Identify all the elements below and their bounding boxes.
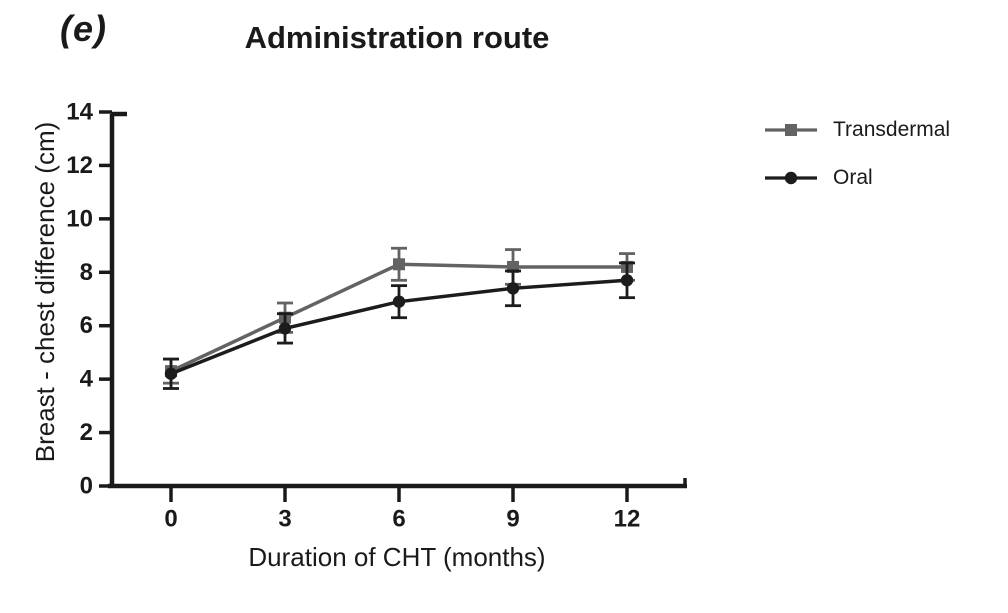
legend-label-oral: Oral	[833, 166, 873, 189]
circle-marker	[506, 282, 520, 295]
square-marker	[393, 258, 405, 271]
circle-marker	[620, 274, 634, 287]
y-tick-label: 2	[80, 419, 93, 446]
circle-marker	[278, 322, 292, 335]
chart-legend: Transdermal Oral	[765, 118, 950, 214]
y-tick-label: 10	[66, 205, 93, 232]
panel-label: (e)	[60, 8, 107, 49]
y-tick-label: 6	[80, 312, 93, 339]
legend-circle-marker	[784, 171, 798, 185]
x-axis-label: Duration of CHT (months)	[248, 542, 546, 572]
x-tick-label: 3	[278, 506, 291, 533]
y-tick-label: 14	[66, 99, 93, 126]
legend-item-transdermal: Transdermal	[765, 118, 950, 142]
y-tick-label: 12	[66, 152, 93, 179]
circle-marker	[392, 295, 406, 308]
x-tick-label: 0	[164, 506, 177, 533]
legend-item-oral: Oral	[765, 166, 950, 190]
transdermal-square-marker-icon	[765, 124, 817, 136]
y-tick-label: 8	[80, 259, 93, 286]
y-tick-label: 4	[80, 366, 94, 393]
x-tick-label: 12	[614, 506, 641, 533]
legend-square-marker	[785, 124, 797, 136]
legend-label-transdermal: Transdermal	[833, 118, 951, 141]
oral-circle-marker-icon	[765, 171, 817, 185]
circle-marker	[164, 367, 178, 380]
x-tick-label: 9	[506, 506, 519, 533]
chart-title: Administration route	[244, 20, 550, 55]
y-tick-label: 0	[80, 473, 93, 500]
x-tick-label: 6	[392, 506, 405, 533]
series-oral	[163, 261, 635, 390]
